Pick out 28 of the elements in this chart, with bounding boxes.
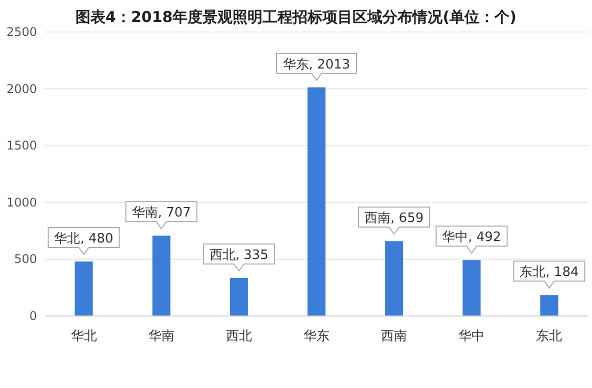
data-label: 华中, 492 bbox=[442, 230, 502, 246]
y-tick-label: 500 bbox=[14, 252, 37, 266]
data-label: 华北, 480 bbox=[54, 231, 114, 246]
y-tick-label: 1000 bbox=[6, 195, 37, 210]
y-tick-label: 2000 bbox=[6, 82, 37, 96]
data-label: 西南, 659 bbox=[364, 211, 424, 226]
x-tick-label: 东北 bbox=[536, 329, 562, 344]
x-tick-label: 华南 bbox=[148, 329, 174, 344]
x-tick-label: 华东 bbox=[304, 329, 330, 344]
x-tick-label: 西南 bbox=[381, 329, 408, 344]
x-tick-label: 华中 bbox=[458, 329, 485, 344]
y-tick-label: 2500 bbox=[6, 25, 37, 39]
bar bbox=[152, 236, 170, 316]
data-label: 西北, 335 bbox=[209, 248, 268, 263]
bar bbox=[74, 261, 93, 316]
bar bbox=[385, 241, 404, 316]
bar bbox=[230, 278, 248, 316]
y-tick-label: 0 bbox=[29, 309, 37, 323]
data-label: 华东, 2013 bbox=[282, 57, 350, 72]
x-tick-label: 西北 bbox=[226, 329, 252, 344]
bar bbox=[540, 295, 558, 316]
bar bbox=[308, 87, 326, 316]
data-label: 东北, 184 bbox=[520, 265, 579, 280]
bar bbox=[462, 260, 481, 316]
data-label: 华南, 707 bbox=[132, 206, 191, 221]
chart-title: 图表4：2018年度景观照明工程招标项目区域分布情况(单位：个) bbox=[76, 8, 516, 26]
y-tick-label: 1500 bbox=[6, 138, 37, 153]
x-tick-label: 华北 bbox=[70, 329, 97, 344]
